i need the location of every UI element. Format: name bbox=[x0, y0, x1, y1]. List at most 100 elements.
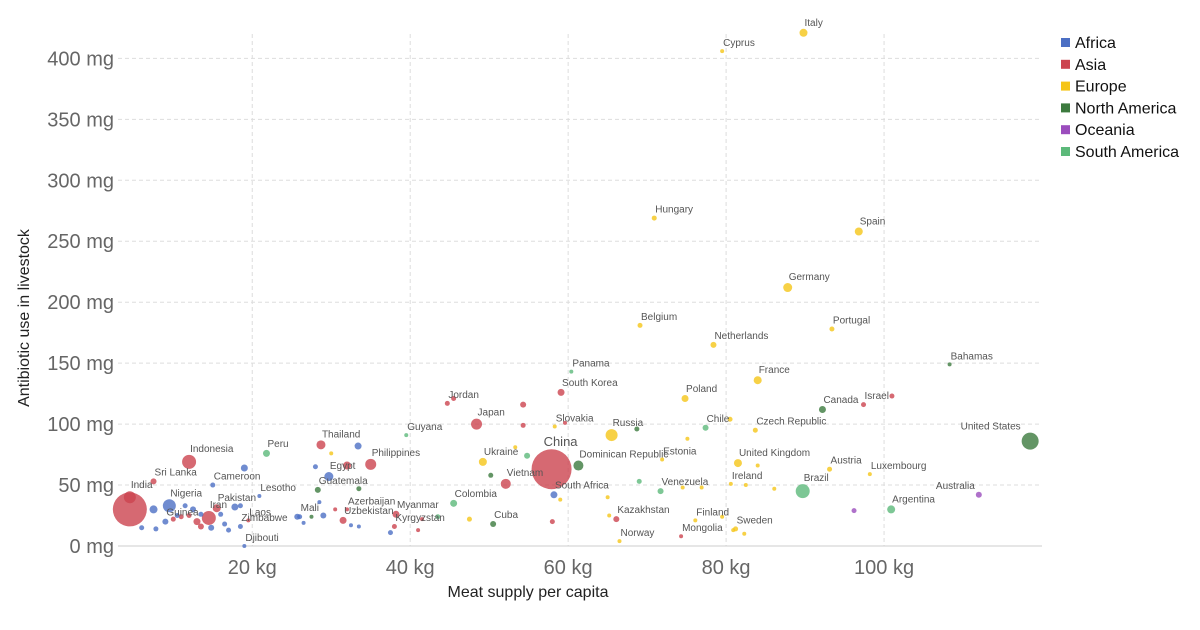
data-point[interactable]: India bbox=[123, 491, 136, 504]
data-point[interactable]: Dominican Republic bbox=[573, 460, 584, 471]
data-point[interactable]: Europe bbox=[558, 497, 563, 502]
data-point[interactable]: Europe bbox=[329, 451, 334, 456]
data-point[interactable]: Asia bbox=[520, 401, 527, 408]
legend-entry[interactable]: South America bbox=[1075, 144, 1179, 161]
data-point[interactable]: Africa bbox=[153, 526, 159, 532]
data-point[interactable]: Japan bbox=[471, 418, 483, 430]
data-point[interactable]: China bbox=[531, 449, 572, 490]
data-point[interactable]: Africa bbox=[240, 464, 248, 472]
data-point[interactable]: Netherlands bbox=[710, 341, 717, 348]
data-point[interactable]: Kazakhstan bbox=[613, 516, 620, 523]
data-point[interactable]: Austria bbox=[827, 466, 833, 472]
data-point[interactable]: Africa bbox=[218, 511, 224, 517]
data-point[interactable]: South America bbox=[524, 452, 531, 459]
data-point[interactable]: Zimbabwe bbox=[237, 523, 243, 529]
data-point[interactable]: Europe bbox=[680, 485, 685, 490]
data-point[interactable]: Asia bbox=[112, 492, 147, 527]
data-point[interactable]: Spain bbox=[854, 227, 863, 236]
data-point[interactable]: Guyana bbox=[404, 433, 409, 438]
data-point[interactable]: Asia bbox=[333, 507, 338, 512]
data-point[interactable]: Colombia bbox=[450, 499, 458, 507]
data-point[interactable]: Europe bbox=[720, 514, 725, 519]
data-point[interactable]: Africa bbox=[174, 513, 180, 519]
legend-entry[interactable]: North America bbox=[1075, 100, 1176, 117]
data-point[interactable]: Peru bbox=[262, 449, 270, 457]
data-point[interactable]: Vietnam bbox=[500, 478, 511, 489]
data-point[interactable]: Argentina bbox=[887, 505, 896, 514]
data-point[interactable]: Europe bbox=[605, 495, 610, 500]
data-point[interactable]: Myanmar bbox=[392, 510, 400, 518]
data-point[interactable]: Mali bbox=[297, 514, 303, 520]
data-point[interactable]: North America bbox=[356, 486, 362, 492]
data-point[interactable]: Europe bbox=[607, 513, 612, 518]
data-point[interactable]: North America bbox=[309, 514, 314, 519]
data-point[interactable]: Asia bbox=[343, 461, 352, 470]
data-point[interactable]: Africa bbox=[312, 464, 318, 470]
data-point[interactable]: Azerbaijan bbox=[345, 507, 350, 512]
data-point[interactable]: Bahamas bbox=[947, 362, 952, 367]
data-point[interactable]: Indonesia bbox=[182, 454, 197, 469]
data-point[interactable]: Europe bbox=[466, 516, 472, 522]
data-point[interactable]: Guatemala bbox=[314, 486, 321, 493]
data-point[interactable]: Sri Lanka bbox=[150, 478, 157, 485]
data-point[interactable]: South America bbox=[435, 514, 441, 520]
data-point[interactable]: Europe bbox=[772, 486, 777, 491]
data-point[interactable]: Philippines bbox=[365, 458, 377, 470]
data-point[interactable]: Laos bbox=[246, 518, 251, 523]
data-point[interactable]: Africa bbox=[354, 442, 362, 450]
data-point[interactable]: Africa bbox=[231, 503, 239, 511]
data-point[interactable]: Belgium bbox=[637, 322, 643, 328]
data-point[interactable]: Europe bbox=[755, 463, 760, 468]
data-point[interactable]: Asia bbox=[197, 523, 204, 530]
data-point[interactable]: Africa bbox=[320, 512, 327, 519]
data-point[interactable]: Norway bbox=[617, 539, 622, 544]
data-point[interactable]: United Kingdom bbox=[733, 459, 742, 468]
data-point[interactable]: Europe bbox=[731, 528, 736, 533]
data-point[interactable]: Poland bbox=[681, 394, 689, 402]
data-point[interactable]: Germany bbox=[783, 283, 793, 293]
data-point[interactable]: Djibouti bbox=[242, 544, 247, 548]
data-point[interactable]: Asia bbox=[889, 393, 895, 399]
data-point[interactable]: Nigeria bbox=[162, 499, 176, 513]
data-point[interactable]: Finland bbox=[693, 518, 698, 523]
data-point[interactable]: Europe bbox=[727, 416, 733, 422]
legend-entry[interactable]: Europe bbox=[1075, 79, 1127, 96]
data-point[interactable]: Africa bbox=[356, 524, 361, 529]
data-point[interactable]: Africa bbox=[301, 520, 306, 525]
data-point[interactable]: Uzbekistan bbox=[339, 516, 347, 524]
data-point[interactable]: Lesotho bbox=[257, 494, 262, 499]
data-point[interactable]: Oceania bbox=[851, 508, 857, 514]
data-point[interactable]: Hungary bbox=[651, 215, 657, 221]
data-point[interactable]: Australia bbox=[975, 491, 982, 498]
data-point[interactable]: Chile bbox=[702, 424, 709, 431]
data-point[interactable]: Asia bbox=[520, 422, 526, 428]
data-point[interactable]: Cyprus bbox=[720, 49, 725, 54]
data-point[interactable]: Portugal bbox=[829, 326, 835, 332]
data-point[interactable]: Asia bbox=[562, 420, 567, 425]
data-point[interactable]: Ukraine bbox=[478, 457, 487, 466]
data-point[interactable]: Asia bbox=[416, 528, 421, 533]
data-point[interactable]: United States bbox=[1021, 432, 1039, 450]
data-point[interactable]: Asia bbox=[178, 514, 184, 520]
data-point[interactable]: Brazil bbox=[795, 484, 810, 499]
data-point[interactable]: Africa bbox=[198, 511, 204, 517]
data-point[interactable]: Thailand bbox=[316, 440, 326, 450]
data-point[interactable]: Canada bbox=[818, 405, 826, 413]
data-point[interactable]: Czech Republic bbox=[752, 427, 758, 433]
legend-entry[interactable]: Oceania bbox=[1075, 122, 1135, 139]
data-point[interactable]: Africa bbox=[222, 521, 228, 527]
data-point[interactable]: Europe bbox=[685, 436, 690, 441]
data-point[interactable]: Estonia bbox=[660, 457, 665, 462]
data-point[interactable]: South Korea bbox=[557, 388, 565, 396]
data-point[interactable]: South America bbox=[636, 478, 642, 484]
data-point[interactable]: Israel bbox=[861, 402, 867, 408]
data-point[interactable]: Africa bbox=[226, 527, 232, 533]
data-point[interactable]: Africa bbox=[190, 506, 197, 513]
data-point[interactable]: Russia bbox=[605, 429, 618, 442]
data-point[interactable]: Slovakia bbox=[552, 424, 557, 429]
data-point[interactable]: Africa bbox=[149, 505, 158, 514]
data-point[interactable]: Asia bbox=[549, 519, 555, 525]
data-point[interactable]: Cameroon bbox=[210, 482, 216, 488]
data-point[interactable]: Ireland bbox=[728, 481, 733, 486]
data-point[interactable]: Egypt bbox=[324, 472, 334, 482]
